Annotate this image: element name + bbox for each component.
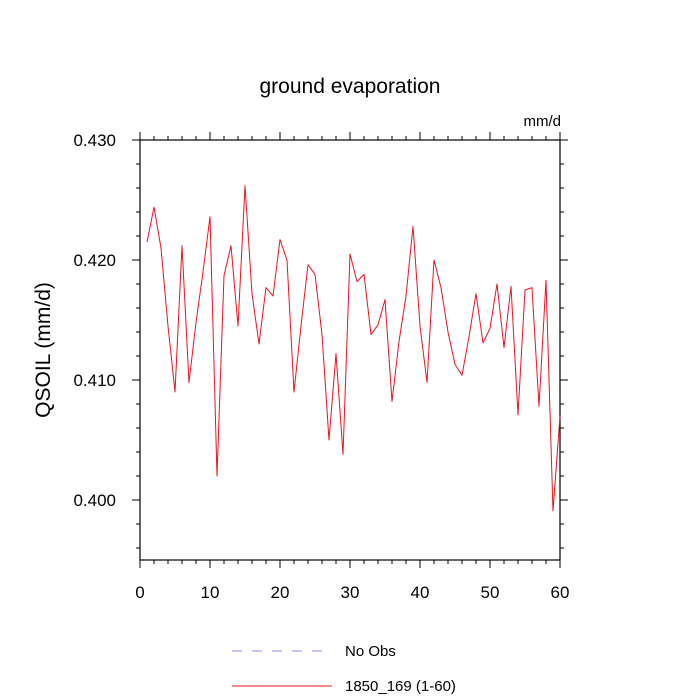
- y-axis-label: QSOIL (mm/d): [32, 282, 55, 418]
- legend-label: No Obs: [345, 643, 396, 660]
- y-tick-label: 0.420: [73, 251, 116, 270]
- series-line: [146, 185, 561, 512]
- axis-ticks: 0 10 20 30 40 50 60 0.400 0.410 0.420 0.430: [73, 131, 569, 602]
- legend: No Obs 1850_169 (1-60): [232, 643, 456, 695]
- plot-frame: [139, 139, 561, 561]
- series-group: [146, 185, 561, 512]
- x-tick-label: 60: [551, 583, 570, 602]
- x-tick-label: 50: [481, 583, 500, 602]
- x-tick-label: 40: [411, 583, 430, 602]
- y-tick-label: 0.400: [73, 491, 116, 510]
- x-tick-label: 0: [135, 583, 144, 602]
- units-label: mm/d: [524, 113, 562, 130]
- y-tick-label: 0.410: [73, 371, 116, 390]
- x-tick-label: 10: [201, 583, 220, 602]
- chart-title: ground evaporation: [260, 75, 441, 98]
- x-tick-label: 30: [341, 583, 360, 602]
- y-tick-label: 0.430: [73, 131, 116, 150]
- legend-label: 1850_169 (1-60): [345, 678, 456, 695]
- x-tick-label: 20: [271, 583, 290, 602]
